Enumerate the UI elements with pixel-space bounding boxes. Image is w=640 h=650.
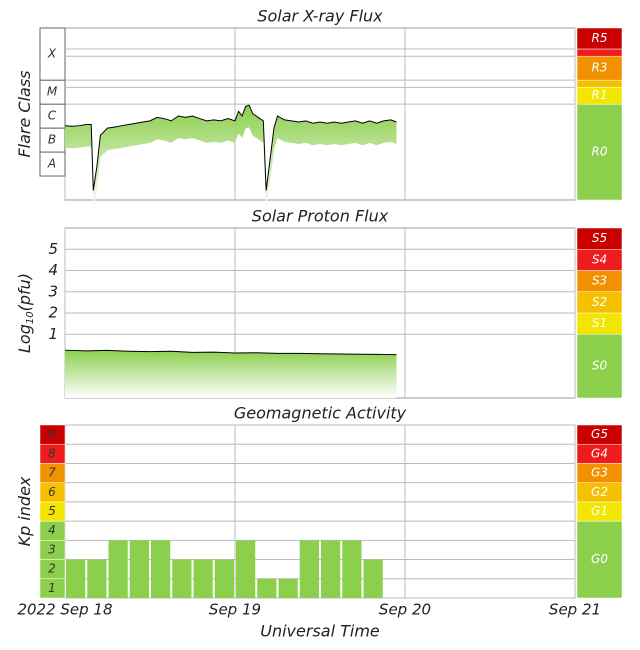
scale-label: S2 bbox=[592, 295, 607, 309]
y-axis-title-part: (pfu) bbox=[15, 273, 34, 311]
kp-bar bbox=[236, 540, 256, 598]
kp-bar bbox=[151, 540, 171, 598]
plot-area bbox=[64, 27, 576, 201]
scale-label: S0 bbox=[592, 359, 608, 373]
kp-row-label: 7 bbox=[48, 466, 56, 480]
scale-label: R5 bbox=[592, 31, 608, 45]
scale-label: S5 bbox=[592, 231, 607, 245]
x-axis-title: Universal Time bbox=[260, 622, 380, 641]
panel-title: Solar Proton Flux bbox=[252, 207, 389, 226]
panel-title: Geomagnetic Activity bbox=[234, 404, 407, 423]
class-label: M bbox=[47, 85, 58, 99]
scale-band bbox=[576, 103, 623, 201]
kp-bar bbox=[87, 559, 107, 598]
kp-row-label: 1 bbox=[48, 581, 56, 595]
scale-band bbox=[576, 227, 623, 250]
x-tick-label: Sep 20 bbox=[379, 601, 431, 619]
scale-label: G0 bbox=[591, 552, 608, 566]
scale-label: G2 bbox=[591, 485, 608, 499]
panel-title: Solar X-ray Flux bbox=[257, 7, 383, 26]
kp-row-label: 2 bbox=[48, 562, 56, 576]
kp-row-label: 6 bbox=[48, 485, 56, 499]
kp-bar bbox=[193, 559, 213, 598]
scale-band bbox=[576, 334, 623, 399]
scale-label: G3 bbox=[591, 466, 608, 480]
scale-band bbox=[576, 520, 623, 599]
kp-row-label: 3 bbox=[48, 542, 56, 556]
y-axis-title-part: Kp index bbox=[15, 476, 34, 546]
class-label: B bbox=[48, 133, 56, 147]
kp-bar bbox=[363, 559, 383, 598]
y-axis-title: Kp index bbox=[15, 476, 34, 546]
y-tick-label: 2 bbox=[48, 304, 58, 322]
class-box bbox=[39, 27, 66, 81]
class-label: C bbox=[48, 109, 57, 123]
flux-fill bbox=[65, 105, 397, 213]
scale-label: G1 bbox=[591, 504, 608, 518]
y-tick-label: 5 bbox=[48, 240, 58, 258]
scale-label: S4 bbox=[592, 252, 607, 266]
y-tick-label: 3 bbox=[48, 282, 58, 300]
y-axis-title-part: Log bbox=[15, 324, 34, 353]
plot-area bbox=[64, 424, 576, 599]
kp-row-label: 9 bbox=[48, 427, 56, 441]
kp-bar bbox=[108, 540, 128, 598]
kp-bar bbox=[172, 559, 192, 598]
scale-band bbox=[576, 27, 623, 50]
scale-label: R0 bbox=[592, 145, 608, 159]
flux-line bbox=[64, 349, 397, 356]
scale-label: G5 bbox=[591, 427, 608, 441]
kp-row-box bbox=[39, 424, 66, 445]
y-axis-title: Flare Class bbox=[15, 70, 34, 157]
x-tick-label: Sep 21 bbox=[549, 601, 601, 619]
scale-label: S3 bbox=[592, 274, 607, 288]
x-tick-label: 2022 Sep 18 bbox=[17, 601, 112, 619]
x-tick-label: Sep 19 bbox=[209, 601, 261, 619]
class-label: X bbox=[47, 47, 57, 61]
kp-bar bbox=[278, 578, 298, 598]
scale-band bbox=[576, 79, 623, 88]
scale-label: R3 bbox=[592, 61, 608, 75]
kp-bar bbox=[66, 559, 86, 598]
kp-bar bbox=[299, 540, 319, 598]
scale-band bbox=[576, 48, 623, 57]
kp-bar bbox=[342, 540, 362, 598]
kp-bar bbox=[257, 578, 277, 598]
scale-label: R1 bbox=[592, 88, 608, 102]
flux-fill bbox=[65, 350, 397, 398]
class-label: A bbox=[47, 157, 56, 171]
y-tick-label: 4 bbox=[48, 261, 58, 279]
y-axis-title-part: Flare Class bbox=[15, 70, 34, 157]
kp-row-label: 4 bbox=[48, 523, 56, 537]
y-axis-title-part: 10 bbox=[25, 311, 36, 324]
kp-row-label: 8 bbox=[48, 446, 56, 460]
kp-row-label: 5 bbox=[48, 504, 56, 518]
kp-bar bbox=[214, 559, 234, 598]
scale-band bbox=[576, 424, 623, 445]
y-axis-title: Log10(pfu) bbox=[15, 273, 37, 353]
flux-line bbox=[64, 104, 397, 191]
y-tick-label: 1 bbox=[48, 325, 58, 343]
kp-bar bbox=[129, 540, 149, 598]
scale-label: S1 bbox=[592, 316, 607, 330]
kp-bar bbox=[321, 540, 341, 598]
scale-label: G4 bbox=[591, 446, 608, 460]
